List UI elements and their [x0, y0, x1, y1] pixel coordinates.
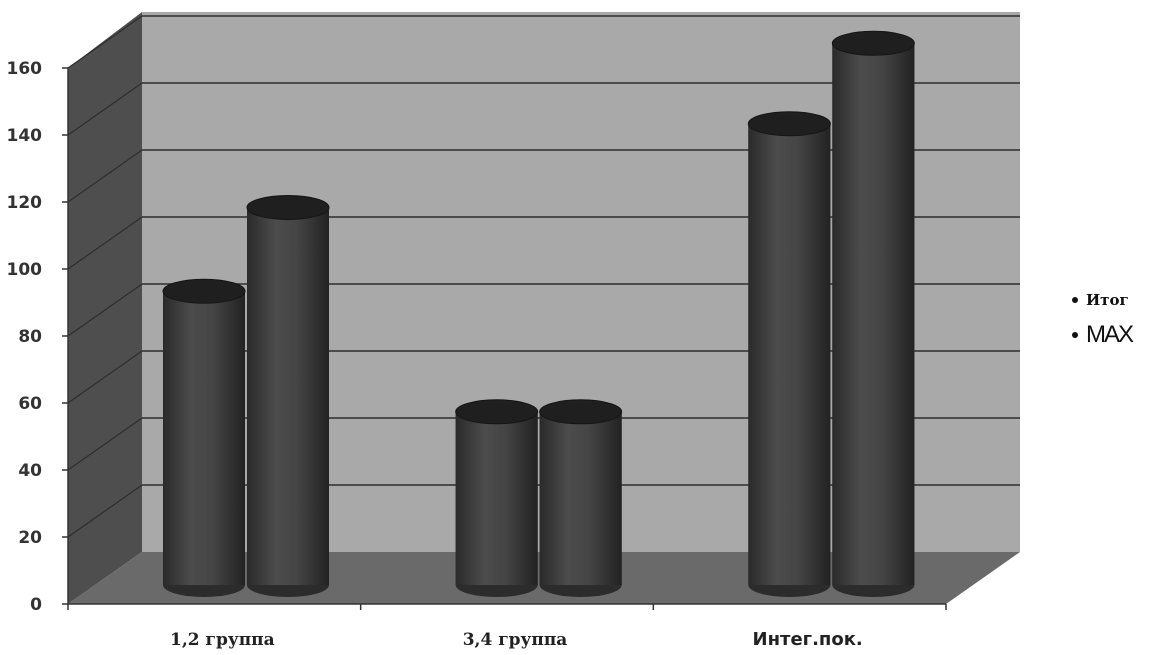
y-tick-label: 140 [7, 126, 43, 146]
gridline-side [67, 484, 143, 538]
y-tick-label: 20 [18, 528, 42, 548]
bar-face [455, 411, 538, 585]
bar-face [247, 207, 329, 585]
legend-label-itog: Итог [1086, 291, 1129, 309]
bar [747, 111, 831, 597]
gridline-side [67, 216, 143, 270]
bar-face [539, 411, 622, 585]
bar-top [455, 399, 539, 425]
y-tick-labels: 0 20 40 60 80 100 120 140 160 [7, 59, 43, 615]
gridline-side [67, 350, 143, 404]
bar-face [832, 43, 915, 586]
x-tick-label: 1,2 группа [170, 630, 275, 650]
x-tick-label: 3,4 группа [463, 630, 568, 650]
bar-face [748, 123, 831, 585]
y-tick-label: 0 [30, 595, 42, 615]
gridline-side [67, 417, 143, 471]
bar [246, 194, 330, 597]
legend-label-max: MAX [1086, 321, 1134, 348]
x-tick-labels: 1,2 группа 3,4 группа Интег.пок. [170, 629, 863, 650]
gridline-side [67, 149, 143, 203]
y-tick-label: 80 [18, 327, 42, 347]
bars [162, 30, 915, 597]
axis-ticks [62, 67, 947, 610]
y-tick-label: 100 [7, 260, 43, 280]
bar-top [747, 111, 831, 137]
bar [831, 30, 915, 597]
legend-bullet [1072, 332, 1078, 338]
bar [455, 399, 539, 597]
gridline-side [67, 82, 143, 136]
bar [539, 399, 623, 597]
legend: Итог MAX [1072, 285, 1134, 355]
gridline-side [67, 283, 143, 337]
bar-top [162, 278, 246, 304]
legend-item-max: MAX [1072, 315, 1134, 355]
gridline-side [67, 15, 143, 69]
bar-top [539, 399, 623, 425]
x-tick-label: Интег.пок. [753, 629, 863, 650]
bar-top [831, 30, 915, 56]
y-tick-label: 120 [7, 193, 43, 213]
bar-face [163, 291, 245, 585]
y-tick-label: 40 [18, 461, 42, 481]
legend-item-itog: Итог [1072, 285, 1132, 315]
chart-side-wall [68, 12, 142, 604]
bar [162, 278, 246, 597]
y-tick-label: 60 [18, 394, 42, 414]
y-tick-label: 160 [7, 59, 43, 79]
bar-top [246, 194, 330, 220]
legend-bullet [1072, 297, 1078, 303]
